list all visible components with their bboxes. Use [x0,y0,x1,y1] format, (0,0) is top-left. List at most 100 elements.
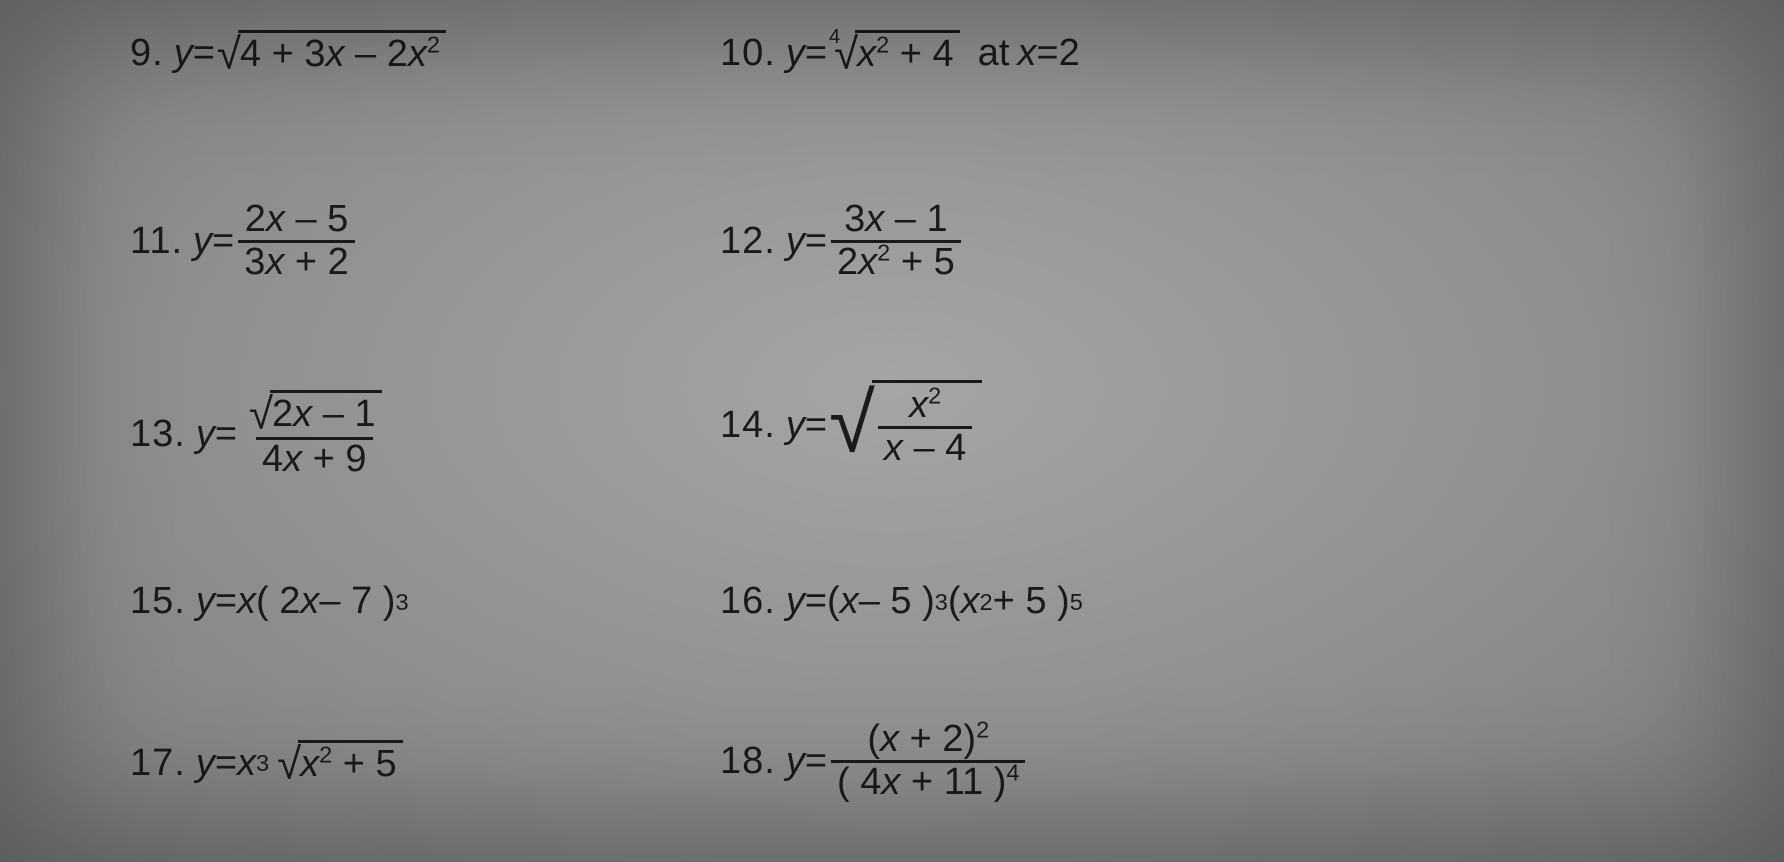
denominator: 2x2 + 5 [831,240,961,283]
equals: = [805,404,827,447]
text: ( 2 [256,580,300,623]
sqrt: √ 4 + 3x – 2x2 [217,30,446,77]
radicand: 4 + 3x – 2x2 [238,30,446,77]
equals: = [212,220,234,263]
text: – 2 [344,33,407,75]
problem-number: 16. [720,580,776,623]
radicand: x2 + 4 [855,30,960,77]
radicand: x2 x – 4 [872,380,982,472]
text: + 9 [302,438,366,480]
problem-17: 17. y = x3 √ x2 + 5 [130,740,403,787]
var-x: x [961,580,980,623]
text: + 5 [890,241,954,283]
text: – 1 [312,393,375,435]
denominator: 4x + 9 [256,437,373,480]
problem-10: 10. y = 4 √ x2 + 4 at x = 2 [720,30,1080,77]
value: 2 [1059,32,1080,75]
var-x: x [325,33,344,75]
text: 3 [844,198,865,240]
text: ( 4 [837,761,881,803]
var-x: x [408,33,427,75]
numerator: 3x – 1 [838,200,954,240]
text: ( [827,580,840,623]
problem-15: 15. y = x ( 2x – 7 )3 [130,580,409,623]
equals: = [215,580,237,623]
fraction: 2x – 5 3x + 2 [238,200,355,283]
text: 4 + 3 [240,33,326,75]
text: – 5 [285,198,348,240]
text: + 2 [284,241,348,283]
var-y: y [786,32,805,75]
fraction: (x + 2)2 ( 4x + 11 )4 [831,720,1025,803]
problem-14: 14. y = √ x2 x – 4 [720,380,982,472]
var-x: x [857,33,876,75]
worksheet-page: 9. y = √ 4 + 3x – 2x2 11. y = 2x – 5 3x … [0,0,1784,862]
text: ( [867,718,880,760]
var-y: y [196,742,215,785]
var-x: x [293,393,312,435]
text: – 7 ) [319,580,395,623]
exponent: 2 [976,716,989,742]
text: 2 [272,393,293,435]
problem-13: 13. y = √ 2x – 1 4x + 9 [130,390,392,480]
var-x: x [300,580,319,623]
var-x: x [884,427,903,469]
radical-sign: √ [834,33,858,80]
var-x: x [266,198,285,240]
problem-number: 14. [720,404,776,447]
numerator: x2 [903,386,947,426]
equals: = [805,32,827,75]
equals: = [805,740,827,783]
equals: = [215,742,237,785]
fraction: 3x – 1 2x2 + 5 [831,200,961,283]
text: + 2) [899,718,976,760]
equals: = [805,220,827,263]
var-y: y [786,740,805,783]
nth-root: 4 √ x2 + 4 [829,30,960,77]
radical-sign: √ [217,33,241,80]
radical-sign: √ [249,393,273,440]
text: 2 [837,241,858,283]
equals: = [1036,32,1058,75]
problem-number: 11. [130,220,183,263]
var-x: x [865,198,884,240]
fraction: x2 x – 4 [878,386,972,469]
var-y: y [196,580,215,623]
sqrt: √ x2 + 5 [277,740,403,787]
exponent: 4 [1006,759,1019,785]
numerator: 2x – 5 [239,200,355,240]
var-x: x [1017,32,1036,75]
radicand: 2x – 1 [270,390,382,437]
radical-sign: √ [277,743,301,790]
text: + 5 ) [993,580,1070,623]
problem-number: 10. [720,32,776,75]
equals: = [215,413,237,456]
text: + 5 [332,743,396,785]
text: – 5 ) [859,580,935,623]
text: + 11 ) [900,761,1006,803]
problem-number: 18. [720,740,776,783]
exponent: 2 [319,741,332,767]
radicand: x2 + 5 [298,740,403,787]
var-y: y [196,413,215,456]
denominator: 3x + 2 [238,240,355,283]
problem-number: 13. [130,413,186,456]
var-y: y [193,220,212,263]
exponent: 2 [877,239,890,265]
problem-number: 17. [130,742,186,785]
problem-11: 11. y = 2x – 5 3x + 2 [130,200,359,283]
sqrt: √ x2 x – 4 [829,380,982,472]
text: – 4 [903,427,966,469]
var-x: x [237,742,256,785]
text: 3 [244,241,265,283]
exponent: 2 [427,31,440,57]
var-x: x [858,241,877,283]
text: 4 [262,438,283,480]
numerator: (x + 2)2 [861,720,995,760]
exponent: 2 [876,31,889,57]
exponent: 2 [928,382,941,408]
var-y: y [786,580,805,623]
problem-number: 12. [720,220,776,263]
var-x: x [909,384,928,426]
var-x: x [880,718,899,760]
